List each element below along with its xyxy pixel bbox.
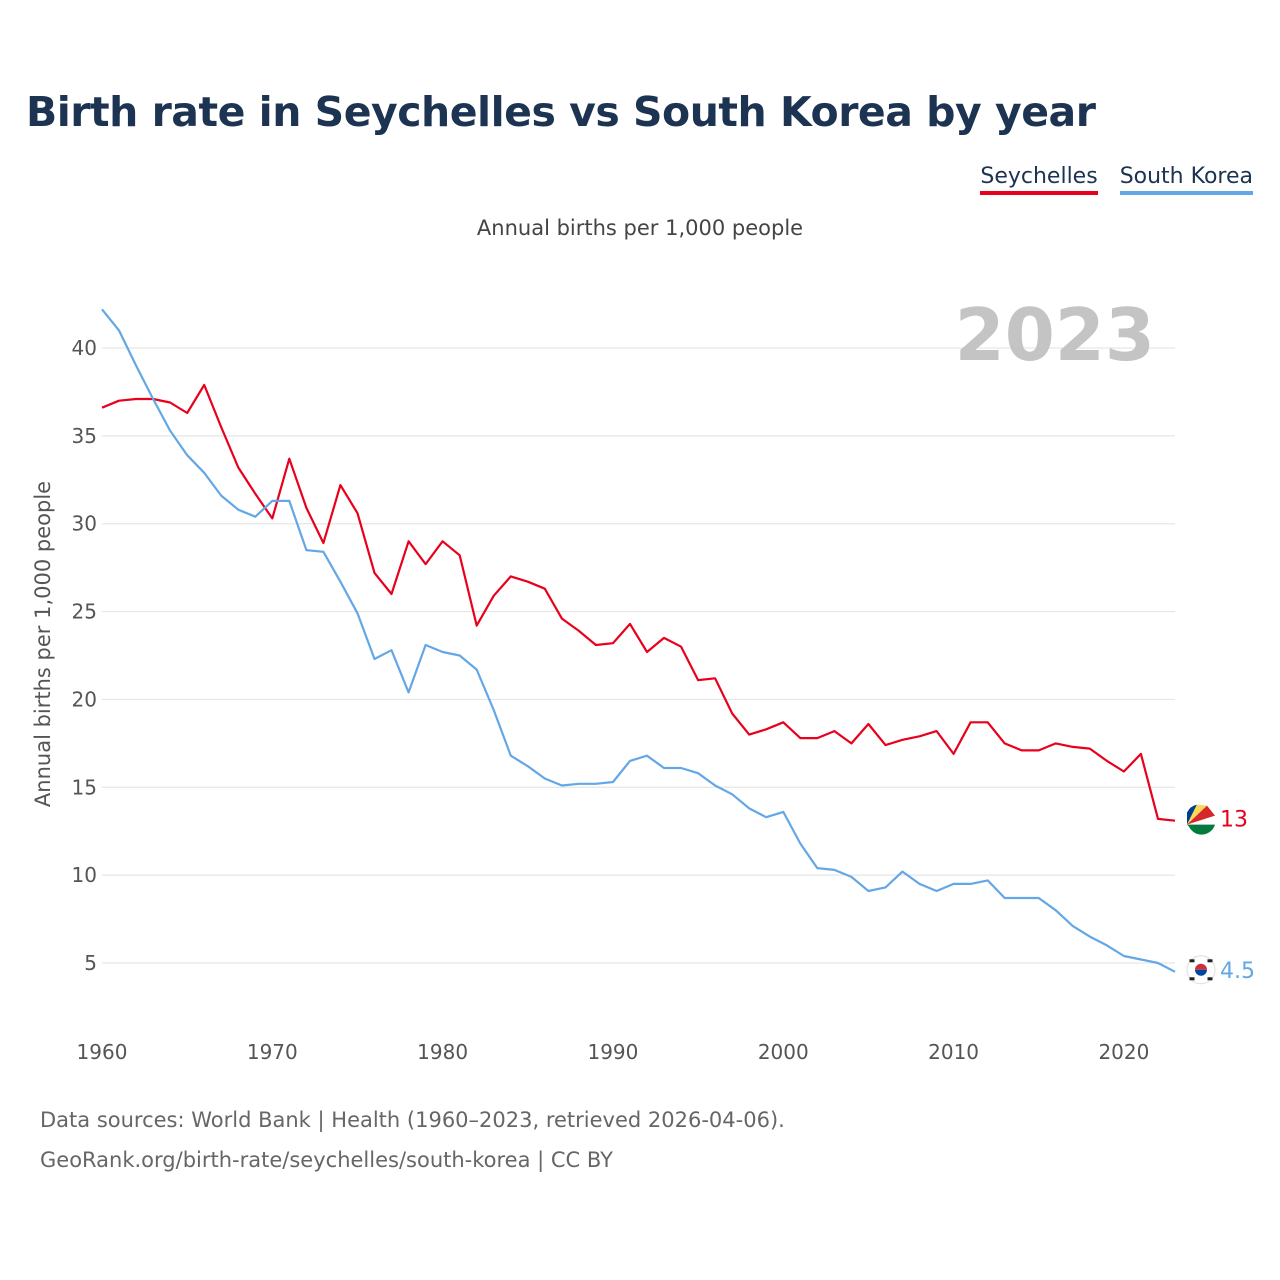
x-tick-label: 2000 [758,1040,809,1064]
x-tick-label: 1970 [247,1040,298,1064]
y-tick-label: 10 [72,863,97,887]
footer-attribution: GeoRank.org/birth-rate/seychelles/south-… [40,1148,613,1172]
legend-item-south-korea[interactable]: South Korea [1119,164,1253,195]
end-value-seychelles: 13 [1220,808,1248,833]
chart-title: Birth rate in Seychelles vs South Korea … [26,88,1096,136]
gridlines [102,347,1175,964]
series-lines [101,308,1176,973]
year-watermark: 2023 [955,293,1155,377]
end-value-south-korea: 4.5 [1220,959,1255,984]
x-axis-ticks: 1960 1970 1980 1990 2000 2010 2020 [77,1040,1150,1064]
y-tick-label: 25 [72,600,97,624]
y-tick-label: 40 [72,336,97,360]
x-tick-label: 2020 [1098,1040,1149,1064]
footer-sources: Data sources: World Bank | Health (1960–… [40,1108,785,1132]
seychelles-flag-icon [1187,804,1215,835]
x-tick-label: 1990 [587,1040,638,1064]
x-tick-label: 1980 [417,1040,468,1064]
y-tick-label: 35 [72,424,97,448]
series-end-markers: 134.5 [1186,804,1255,985]
y-tick-label: 20 [72,687,97,711]
x-tick-label: 2010 [928,1040,979,1064]
chart-subtitle: Annual births per 1,000 people [476,216,804,240]
series-line-south-korea [101,308,1176,973]
series-line-seychelles [101,383,1176,822]
y-tick-label: 30 [72,512,97,536]
legend: Seychelles South Korea [980,164,1253,195]
legend-item-seychelles[interactable]: Seychelles [980,164,1098,195]
y-tick-label: 5 [84,951,97,975]
x-tick-label: 1960 [77,1040,128,1064]
y-axis-ticks: 5 10 15 20 25 30 35 40 [72,336,97,975]
y-axis-label: Annual births per 1,000 people [31,481,55,807]
south-korea-flag-icon [1186,955,1216,985]
y-tick-label: 15 [72,775,97,799]
